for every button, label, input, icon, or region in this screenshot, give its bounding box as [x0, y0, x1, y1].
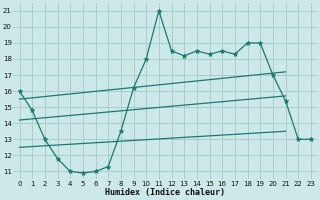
X-axis label: Humidex (Indice chaleur): Humidex (Indice chaleur) [105, 188, 225, 197]
